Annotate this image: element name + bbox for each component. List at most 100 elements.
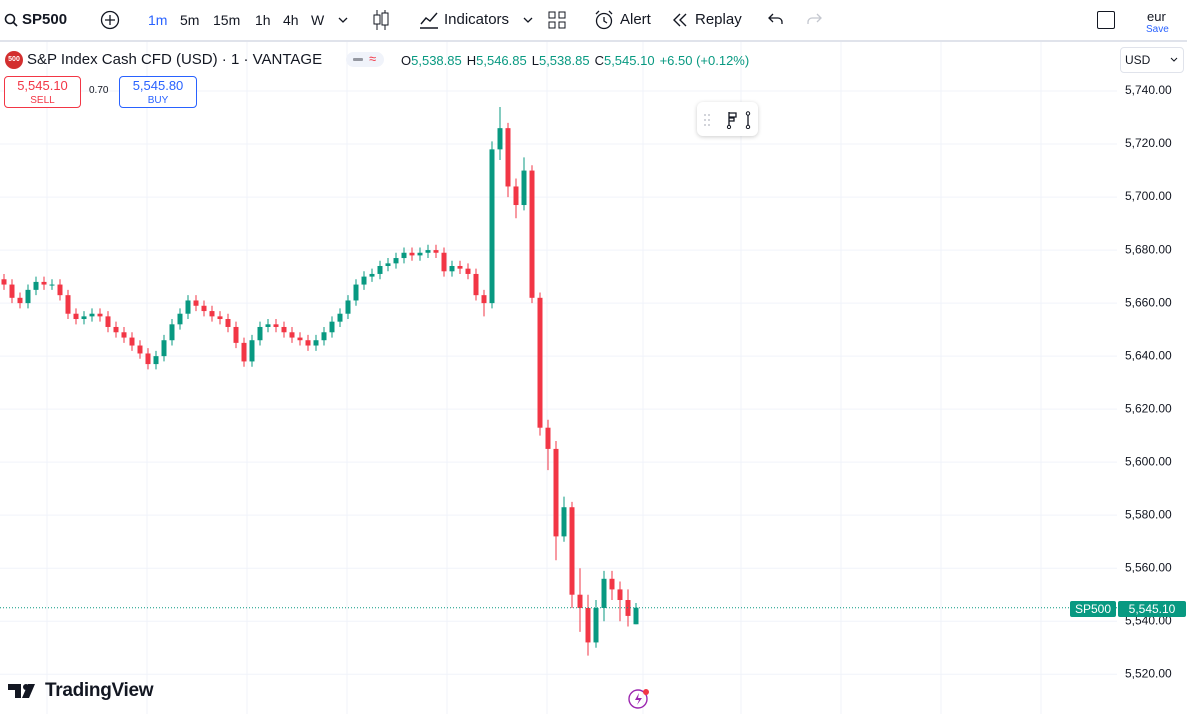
candle-body	[497, 128, 503, 150]
lightning-button[interactable]	[627, 688, 651, 710]
candle-body	[609, 578, 615, 590]
ohlc-key: O	[401, 53, 412, 68]
search-icon[interactable]	[4, 13, 18, 27]
candle-body	[217, 316, 223, 320]
price-tag-value: 5,545.10	[1118, 601, 1186, 617]
currency-select[interactable]: USD	[1120, 47, 1184, 73]
indicators[interactable]: Indicators	[444, 11, 510, 28]
candle-body	[225, 319, 231, 327]
y-tick-label: 5,640.00	[1125, 348, 1172, 362]
candle-body	[57, 284, 63, 296]
chart-type-icon[interactable]	[372, 9, 390, 31]
alert-icon[interactable]	[594, 10, 614, 30]
redo-icon[interactable]	[806, 12, 822, 26]
candle-body	[105, 316, 111, 327]
candle-body	[561, 507, 567, 537]
undo-icon[interactable]	[768, 12, 784, 26]
y-tick-label: 5,740.00	[1125, 83, 1172, 97]
indicators-icon[interactable]	[419, 10, 439, 30]
y-tick-label: 5,520.00	[1125, 666, 1172, 680]
y-tick-label: 5,620.00	[1125, 401, 1172, 415]
layouts-icon[interactable]	[548, 11, 566, 29]
floating-toolbar-icons	[704, 111, 751, 129]
candle-body	[473, 273, 479, 296]
dropdown-icon[interactable]	[523, 16, 533, 24]
candle-body	[233, 326, 239, 343]
candle-body	[337, 313, 343, 322]
layout-name[interactable]: eur	[1147, 9, 1166, 24]
ohlc-value: 5,538.85	[411, 53, 462, 68]
y-tick-label: 5,660.00	[1125, 295, 1172, 309]
candle-body	[161, 340, 167, 357]
candle-body	[361, 276, 367, 285]
buy-button[interactable]: 5,545.80 BUY	[119, 76, 197, 108]
ohlc-key: H	[466, 53, 477, 68]
candle-body	[513, 186, 519, 206]
candle-body	[545, 427, 551, 449]
status-dot	[353, 58, 363, 61]
candle-body	[289, 332, 295, 338]
brand: TradingView	[45, 680, 154, 701]
candle-body	[369, 273, 375, 277]
candle-body	[121, 332, 127, 338]
candle-body	[89, 313, 95, 317]
currency: USD	[1125, 53, 1151, 67]
candle-body	[1, 279, 7, 285]
replay[interactable]: Replay	[695, 11, 742, 28]
dropdown-icon[interactable]	[338, 16, 348, 24]
status-wave: ≈	[369, 51, 377, 66]
candle-body	[273, 324, 279, 327]
candle-body	[553, 448, 559, 537]
candle-body	[185, 300, 191, 314]
interval[interactable]: 4h	[283, 12, 299, 28]
candle-body	[209, 311, 215, 317]
chart: 5,520.005,540.005,560.005,580.005,600.00…	[0, 42, 1172, 714]
buy-price: 5,545.80	[132, 78, 184, 93]
candle-body	[401, 252, 407, 259]
interval[interactable]: 15m	[213, 12, 241, 28]
ohlc-value: 5,538.85	[538, 53, 590, 68]
candle-body	[505, 128, 511, 187]
symbol-title: S&P Index Cash CFD (USD) · 1 · VANTAGE	[27, 51, 323, 68]
symbol[interactable]: SP500	[22, 11, 68, 28]
alert[interactable]: Alert	[620, 11, 651, 28]
candle-body	[297, 337, 303, 341]
interval[interactable]: 5m	[180, 12, 200, 28]
y-tick-label: 5,720.00	[1125, 136, 1172, 150]
ohlc-legend: O5,538.85 H5,546.85 L5,538.85 C5,545.10 +6.5…	[401, 53, 749, 68]
candle-body	[521, 170, 527, 206]
brand-logo	[8, 684, 35, 698]
sell-price: 5,545.10	[17, 78, 68, 93]
ohlc-key: C	[594, 53, 604, 68]
candle-body	[153, 356, 159, 365]
candle-body	[145, 353, 151, 365]
candle-body	[313, 340, 319, 346]
candle-body	[281, 326, 287, 333]
candle-body	[265, 324, 271, 327]
candle-body	[393, 258, 399, 264]
candle-body	[9, 284, 15, 298]
interval[interactable]: 1h	[255, 12, 271, 28]
candle-body	[481, 295, 487, 304]
candle-body	[569, 507, 575, 595]
candle-body	[81, 316, 87, 320]
candle-body	[529, 170, 535, 298]
ohlc-value: 5,545.10	[603, 53, 655, 68]
sell-button[interactable]: 5,545.10 SELL	[4, 76, 81, 108]
interval[interactable]: W	[311, 12, 325, 28]
candle-body	[97, 313, 103, 317]
candle-body	[353, 284, 359, 301]
candle-body	[257, 326, 263, 341]
status-pill: ≈	[346, 51, 384, 67]
fullscreen-button[interactable]	[1097, 11, 1115, 29]
candle-body	[585, 607, 591, 643]
candle-body	[633, 607, 639, 625]
candle-body	[601, 578, 607, 608]
change: +6.50 (+0.12%)	[659, 53, 750, 68]
price-tag-symbol: SP500	[1070, 601, 1116, 617]
save-button[interactable]: Save	[1146, 24, 1169, 35]
compare-button[interactable]	[100, 10, 120, 30]
floating-toolbar[interactable]	[697, 102, 758, 136]
interval[interactable]: 1m	[148, 12, 168, 28]
replay-icon[interactable]	[672, 13, 688, 27]
